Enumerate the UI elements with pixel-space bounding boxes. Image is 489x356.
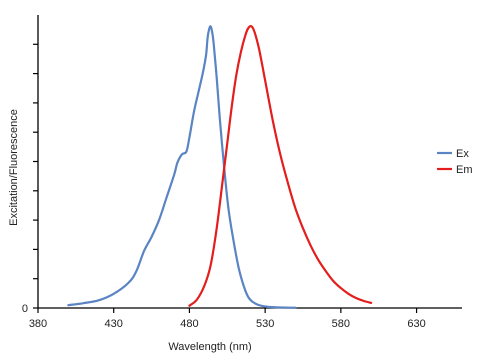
axes: 380 430 480 530 580 630 0 bbox=[22, 15, 462, 330]
legend-label-ex: Ex bbox=[456, 148, 469, 160]
x-tick-label: 380 bbox=[29, 318, 47, 330]
y-axis-title: Excitation/Fluorescence bbox=[8, 109, 20, 226]
x-tick-label: 430 bbox=[105, 318, 123, 330]
x-axis-title: Wavelength (nm) bbox=[168, 341, 251, 353]
series-line-em bbox=[188, 25, 373, 307]
x-tick-label: 530 bbox=[256, 318, 274, 330]
series-layer bbox=[67, 25, 373, 309]
x-tick-label: 630 bbox=[407, 318, 425, 330]
legend-label-em: Em bbox=[456, 164, 473, 176]
x-tick-label: 480 bbox=[180, 318, 198, 330]
legend: Ex Em bbox=[437, 148, 473, 176]
x-tick-label: 580 bbox=[332, 318, 350, 330]
series-line-ex bbox=[67, 25, 297, 309]
y-tick-label: 0 bbox=[22, 303, 28, 315]
